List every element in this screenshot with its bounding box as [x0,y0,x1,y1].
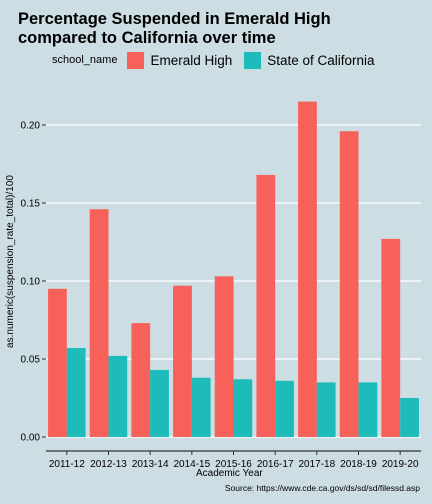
x-tick-label: 2013-14 [132,459,169,470]
legend-key-state-of-california [244,51,262,69]
bar-emerald-high-2017-18 [298,101,317,437]
legend: school_name Emerald High State of Califo… [52,50,387,70]
bar-emerald-high-2019-20 [381,238,401,437]
bar-state-of-california-2013-14 [150,369,169,437]
x-tick-label: 2016-17 [257,459,294,470]
y-tick-label: 0.10 [21,277,41,288]
x-tick-label: 2014-15 [173,459,210,470]
bar-emerald-high-2016-17 [256,174,276,438]
source-caption: Source: https://www.cde.ca.gov/ds/sd/sd/… [224,483,420,493]
y-axis-label: as.numeric(suspension_rate_total)/100 [5,175,16,348]
bar-emerald-high-2011-12 [48,288,67,437]
bar-state-of-california-2015-16 [233,379,253,437]
legend-label-state-of-california: State of California [267,52,375,68]
bar-emerald-high-2014-15 [173,285,192,437]
bar-state-of-california-2014-15 [191,377,211,437]
x-tick-label: 2015-16 [215,459,252,470]
bar-state-of-california-2018-19 [358,382,378,437]
bar-state-of-california-2017-18 [316,382,336,437]
legend-title: school_name [52,54,118,66]
x-tick-label: 2017-18 [298,459,335,470]
y-tick-label: 0.05 [21,355,41,366]
y-tick-label: 0.20 [21,121,41,132]
x-tick-label: 2012-13 [90,459,127,470]
x-axis-label: Academic Year [196,468,263,479]
chart-title-line-2: compared to California over time [18,29,276,47]
bar-state-of-california-2012-13 [108,355,128,437]
bar-emerald-high-2012-13 [89,209,109,437]
bar-emerald-high-2018-19 [339,131,359,438]
x-tick-label: 2018-19 [340,459,377,470]
bar-state-of-california-2019-20 [400,398,419,437]
x-tick-label: 2019-20 [382,459,419,470]
legend-label-emerald-high: Emerald High [150,52,233,68]
x-tick-label: 2011-12 [49,459,85,470]
bar-emerald-high-2013-14 [131,323,151,437]
bar-state-of-california-2011-12 [66,348,86,437]
bar-state-of-california-2016-17 [275,380,294,437]
chart-title-line-1: Percentage Suspended in Emerald High [18,10,331,28]
bar-emerald-high-2015-16 [214,276,234,437]
legend-key-emerald-high [127,51,145,69]
y-tick-label: 0.15 [21,199,41,210]
y-tick-label: 0.00 [21,433,41,444]
